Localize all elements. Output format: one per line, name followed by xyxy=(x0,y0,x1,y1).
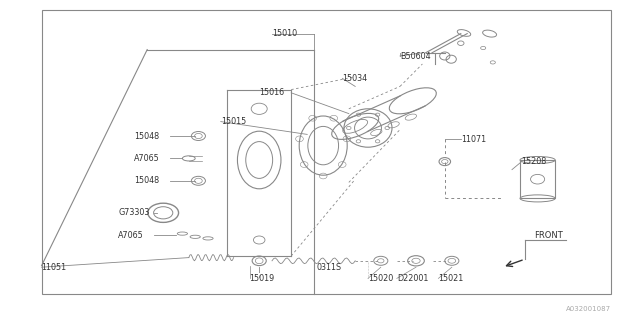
Text: 15034: 15034 xyxy=(342,74,367,83)
Text: B50604: B50604 xyxy=(400,52,431,60)
Text: A7065: A7065 xyxy=(134,154,160,163)
Text: 11071: 11071 xyxy=(461,135,486,144)
Text: 15016: 15016 xyxy=(259,88,284,97)
Text: A7065: A7065 xyxy=(118,231,144,240)
Text: 15010: 15010 xyxy=(272,29,297,38)
Bar xyxy=(42,10,611,294)
Text: 15048: 15048 xyxy=(134,176,159,185)
Text: 15208: 15208 xyxy=(522,157,547,166)
Text: 15048: 15048 xyxy=(134,132,159,140)
Text: 15020: 15020 xyxy=(368,274,393,283)
Text: 11051: 11051 xyxy=(42,263,67,272)
Text: D22001: D22001 xyxy=(397,274,428,283)
Text: 15021: 15021 xyxy=(438,274,463,283)
Text: 15015: 15015 xyxy=(221,117,246,126)
Text: G73303: G73303 xyxy=(118,208,150,217)
Text: 0311S: 0311S xyxy=(317,263,342,272)
Bar xyxy=(520,160,556,198)
Text: 15019: 15019 xyxy=(250,274,275,283)
Text: FRONT: FRONT xyxy=(534,231,563,240)
Text: A032001087: A032001087 xyxy=(566,306,611,312)
